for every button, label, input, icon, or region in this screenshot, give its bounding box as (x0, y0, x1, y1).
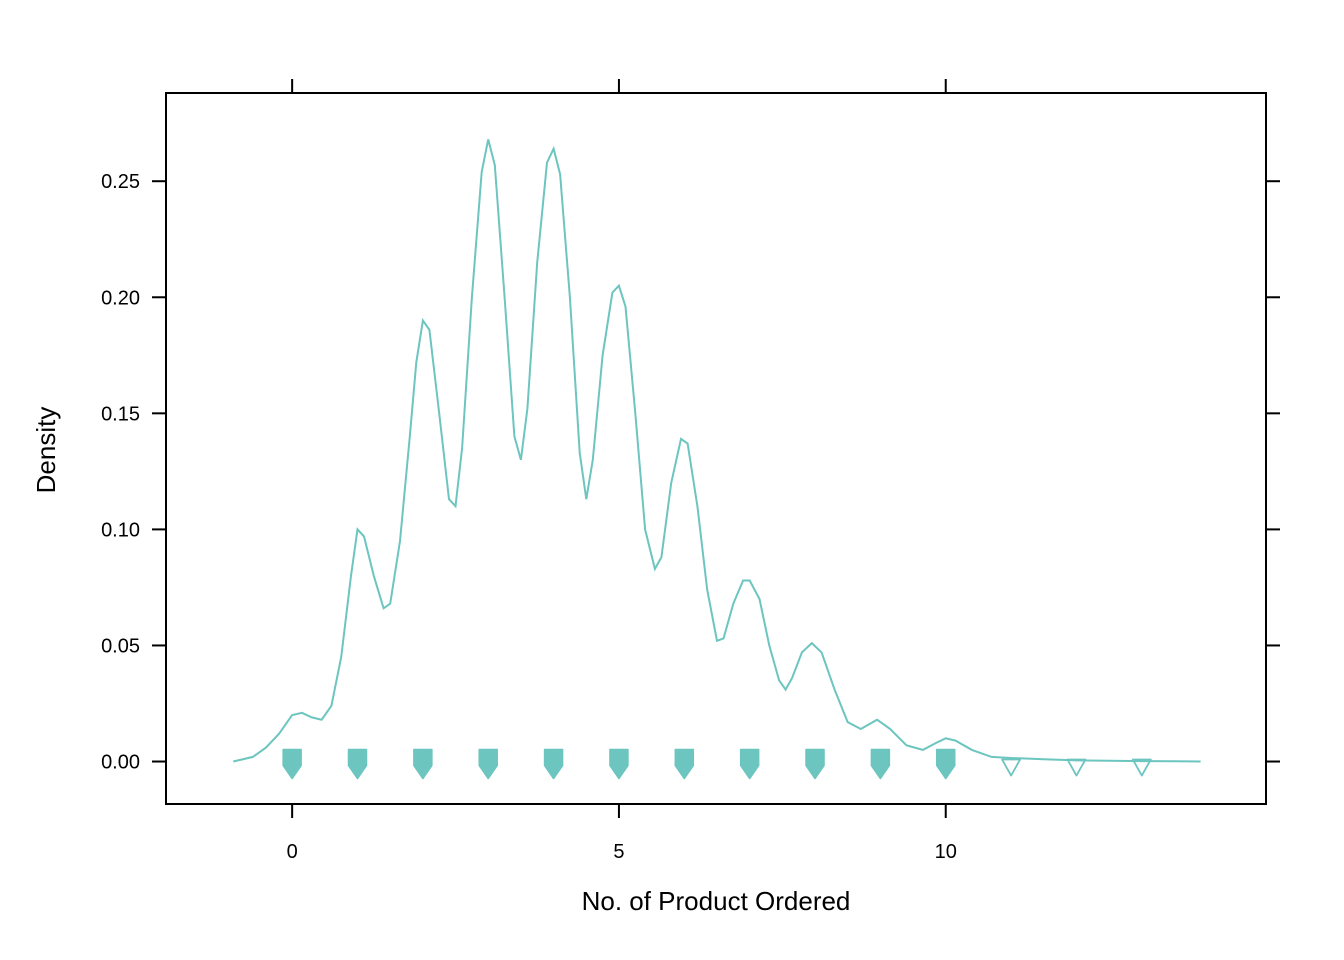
rug-marker-open (1001, 758, 1021, 777)
x-tick-label: 0 (287, 841, 298, 863)
x-tick-label: 5 (613, 841, 624, 863)
rug-marker-filled (413, 748, 433, 780)
plot-frame (165, 92, 1267, 805)
axis-ticks (152, 79, 1280, 818)
rug-marker-filled (282, 748, 302, 780)
y-tick-label: 0.15 (101, 403, 140, 425)
rug-marker-filled (935, 748, 956, 780)
rug-marker-filled (609, 748, 629, 780)
rug-marker-filled (347, 748, 368, 780)
rug-markers (282, 748, 1152, 780)
y-tick-label: 0.10 (101, 519, 140, 541)
x-axis-title: No. of Product Ordered (582, 886, 851, 916)
rug-marker-filled (478, 748, 498, 780)
y-axis-title: Density (31, 407, 61, 494)
rug-marker-filled (543, 748, 564, 780)
rug-marker-filled (739, 748, 760, 780)
density-curve (233, 139, 1201, 763)
y-tick-label: 0.05 (101, 635, 140, 657)
axis-tick-labels: 0 5 10 0.00 0.05 0.10 0.15 0.20 0.25 (101, 171, 957, 863)
rug-marker-filled (674, 748, 695, 780)
rug-marker-filled (870, 748, 891, 780)
rug-marker-open (1066, 758, 1087, 777)
y-tick-label: 0.20 (101, 287, 140, 309)
rug-marker-filled (805, 748, 825, 780)
x-tick-label: 10 (935, 841, 957, 863)
y-tick-label: 0.00 (101, 752, 140, 774)
rug-marker-open (1131, 758, 1152, 777)
rug-marker-open (935, 758, 956, 777)
y-tick-label: 0.25 (101, 171, 140, 193)
